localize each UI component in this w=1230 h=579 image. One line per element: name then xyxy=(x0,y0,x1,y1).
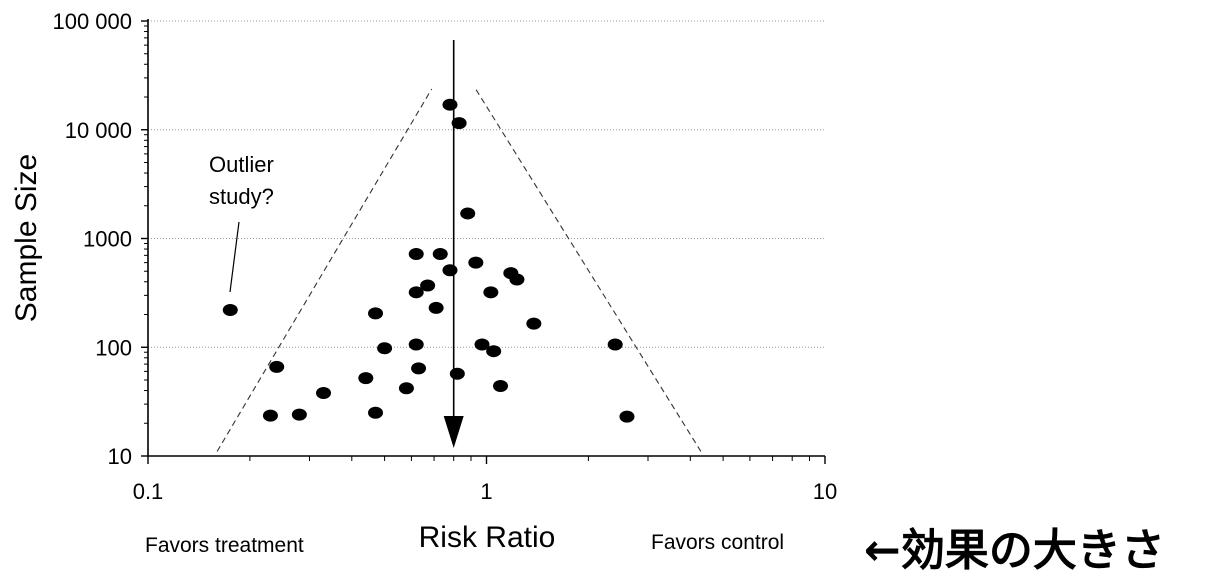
data-point xyxy=(486,345,502,358)
y-tick-label: 10 xyxy=(108,444,132,469)
data-point xyxy=(358,372,374,385)
funnel-right-edge xyxy=(475,88,702,452)
data-point xyxy=(442,98,458,111)
x-tick-label: 1 xyxy=(480,479,492,504)
data-point xyxy=(460,207,476,220)
effect-size-label: ←効果の大きさ xyxy=(864,525,1165,576)
data-point xyxy=(408,338,424,351)
x-tick-label: 10 xyxy=(813,479,837,504)
outlier-pointer-line xyxy=(229,221,240,293)
data-point xyxy=(428,301,444,314)
y-axis-title: Sample Size xyxy=(10,154,43,322)
y-tick-label: 10 000 xyxy=(65,118,132,143)
data-point xyxy=(493,380,509,393)
data-point xyxy=(222,304,238,317)
y-tick-label: 1000 xyxy=(83,227,132,252)
data-point xyxy=(432,248,448,261)
x-axis-title: Risk Ratio xyxy=(419,521,556,554)
data-point xyxy=(442,264,458,277)
outlier-annotation-line1: Outlier xyxy=(209,152,274,177)
x-tick-label: 0.1 xyxy=(133,479,164,504)
y-tick-label: 100 xyxy=(95,335,132,360)
data-point xyxy=(451,117,467,130)
data-point xyxy=(377,342,393,355)
data-points xyxy=(222,98,635,423)
data-point xyxy=(408,248,424,261)
data-point xyxy=(269,360,285,373)
data-point xyxy=(291,408,307,421)
data-point xyxy=(509,273,525,286)
data-point xyxy=(368,307,384,320)
data-point xyxy=(468,256,484,269)
data-point xyxy=(398,382,414,395)
funnel-left-edge xyxy=(216,88,433,452)
data-point xyxy=(474,338,490,351)
favors-treatment-label: Favors treatment xyxy=(145,534,304,557)
data-point xyxy=(408,286,424,299)
grid-lines xyxy=(148,20,825,348)
axes xyxy=(147,19,825,457)
outlier-annotation-line2: study? xyxy=(209,184,274,209)
axis-ticks: 10 100 1000 10 000 100 000 0.1 1 10 xyxy=(52,9,837,504)
data-point xyxy=(449,367,465,380)
data-point xyxy=(316,386,332,399)
data-point xyxy=(368,406,384,419)
data-point xyxy=(526,317,542,330)
funnel-outline xyxy=(216,88,702,452)
data-point xyxy=(619,410,635,423)
data-point xyxy=(262,409,278,422)
data-point xyxy=(483,286,499,299)
favors-control-label: Favors control xyxy=(651,531,784,554)
data-point xyxy=(411,362,427,375)
reference-arrowhead xyxy=(443,416,464,448)
data-point xyxy=(607,338,623,351)
y-tick-label: 100 000 xyxy=(52,9,132,34)
data-point xyxy=(420,279,436,292)
